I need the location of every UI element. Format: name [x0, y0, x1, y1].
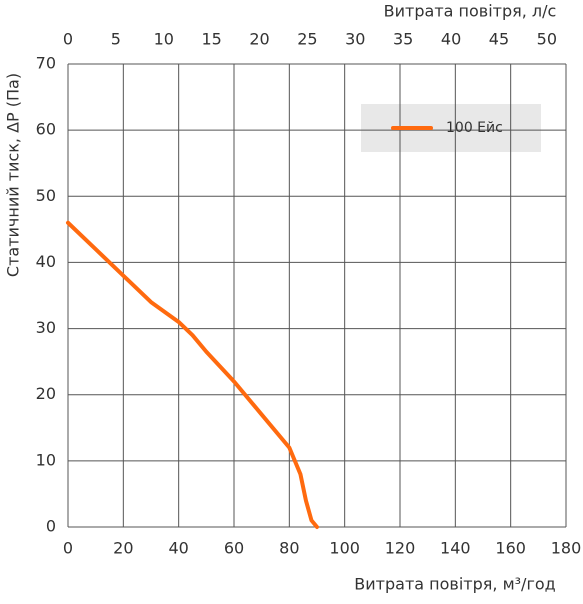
x-tick-label: 100	[329, 539, 360, 558]
x-tick-label: 160	[495, 539, 526, 558]
y-tick-label: 70	[36, 54, 56, 73]
y-tick-label: 50	[36, 186, 56, 205]
x2-tick-label: 45	[489, 30, 509, 49]
x2-tick-label: 35	[393, 30, 413, 49]
y-tick-label: 0	[46, 517, 56, 536]
x2-tick-label: 50	[537, 30, 557, 49]
x-tick-label: 120	[385, 539, 416, 558]
x2-tick-label: 15	[201, 30, 221, 49]
line	[66, 220, 319, 529]
x-tick-label: 60	[224, 539, 244, 558]
x2-tick-label: 30	[345, 30, 365, 49]
x2-tick-label: 20	[249, 30, 269, 49]
x-tick-label: 0	[63, 539, 73, 558]
x2-tick-label: 40	[441, 30, 461, 49]
x2-tick-label: 25	[297, 30, 317, 49]
y-tick-label: 60	[36, 120, 56, 139]
x-axis-title: Витрата повітря, м³/год	[354, 575, 555, 594]
x-tick-label: 20	[113, 539, 133, 558]
x-tick-label: 180	[551, 539, 582, 558]
y-axis-title: Статичний тиск, ΔP (Па)	[4, 73, 23, 277]
legend-label: 100 Ейс	[446, 120, 503, 136]
x-tick-label: 40	[168, 539, 188, 558]
x-tick-label: 80	[279, 539, 299, 558]
y-tick-label: 40	[36, 252, 56, 271]
y-tick-label: 30	[36, 318, 56, 337]
y-tick-label: 20	[36, 384, 56, 403]
x2-axis-title: Витрата повітря, л/с	[384, 2, 557, 21]
y-tick-label: 10	[36, 450, 56, 469]
x2-tick-label: 0	[63, 30, 73, 49]
x2-tick-label: 10	[154, 30, 174, 49]
x-tick-label: 140	[440, 539, 471, 558]
x2-tick-label: 5	[111, 30, 121, 49]
